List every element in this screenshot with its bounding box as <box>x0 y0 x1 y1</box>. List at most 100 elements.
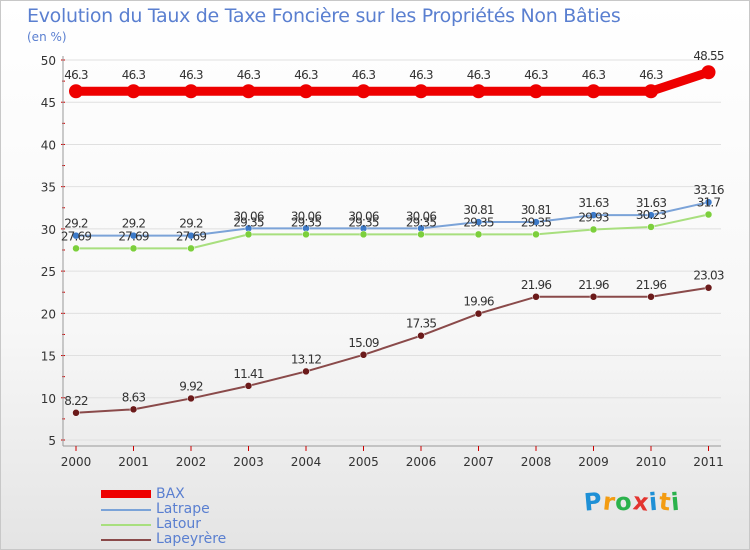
data-label: 11.41 <box>233 367 264 381</box>
data-label: 31.63 <box>636 196 667 210</box>
x-tick-label: 2006 <box>406 455 437 469</box>
data-label: 31.63 <box>578 196 609 210</box>
data-point <box>647 293 655 301</box>
x-tick-label: 2004 <box>291 455 322 469</box>
data-label: 29.35 <box>463 215 494 229</box>
y-tick-label: 25 <box>41 265 56 279</box>
data-point <box>701 65 716 80</box>
data-label: 30.06 <box>406 209 437 223</box>
data-label: 30.81 <box>521 203 552 217</box>
data-point <box>471 84 486 99</box>
data-point <box>417 331 425 340</box>
series-latrape: 29.2 29.2 29.2 30.06 30.06 30.06 30.06 30.81 30.… <box>64 183 725 240</box>
data-point <box>474 230 483 239</box>
x-tick-label: 2008 <box>521 455 552 469</box>
data-label: 29.2 <box>179 217 203 231</box>
data-point <box>241 84 256 99</box>
legend-item: BAX <box>101 486 281 502</box>
data-label: 17.35 <box>406 317 437 331</box>
logo-letter: P <box>582 487 604 517</box>
grid-lines <box>63 59 721 441</box>
data-point <box>586 84 601 99</box>
series-line <box>75 201 710 237</box>
x-tick-label: 2009 <box>578 455 609 469</box>
data-label: 29.35 <box>348 215 379 229</box>
data-point <box>417 230 425 239</box>
data-point <box>356 84 371 99</box>
data-label: 46.3 <box>64 68 88 82</box>
data-point <box>187 244 195 253</box>
series-latour: 27.69 27.69 27.69 29.35 29.35 29.35 29.35 29.35… <box>61 196 721 253</box>
data-point <box>532 218 540 226</box>
series-bax: 46.3 46.3 46.3 46.3 46.3 46.3 46.3 46.3 46.3 46.3… <box>64 49 725 99</box>
data-label: 13.12 <box>291 352 322 366</box>
y-tick-label: 15 <box>41 350 56 364</box>
data-point <box>129 405 138 414</box>
legend-swatch <box>101 524 151 526</box>
data-point <box>589 211 598 219</box>
data-label: 46.3 <box>409 68 433 82</box>
x-tick-label: 2007 <box>463 455 494 469</box>
legend-item: Lapeyrère <box>101 531 281 547</box>
x-tick-label: 2003 <box>233 455 264 469</box>
data-point <box>529 84 543 99</box>
data-label: 46.3 <box>639 68 663 82</box>
y-tick-label: 20 <box>41 307 56 321</box>
y-tick-label: 50 <box>41 54 56 68</box>
data-label: 27.69 <box>118 229 149 243</box>
data-point <box>244 230 253 239</box>
proxiti-logo: Proxiti <box>582 487 682 517</box>
data-label: 21.96 <box>578 278 609 292</box>
data-point <box>72 231 80 240</box>
legend-swatch <box>101 490 151 498</box>
y-tick-label: 40 <box>41 138 56 152</box>
y-tick-label: 35 <box>41 181 56 195</box>
data-label: 29.35 <box>291 215 322 229</box>
data-point <box>644 84 658 99</box>
x-tick-label: 2002 <box>176 455 207 469</box>
series-lapeyrère: 8.22 8.63 9.92 11.41 13.12 15.09 17.35 19.96 21.… <box>64 269 725 417</box>
legend-label: BAX <box>156 486 185 502</box>
data-label: 46.3 <box>294 68 318 82</box>
data-label: 46.3 <box>237 68 261 82</box>
data-label: 8.63 <box>122 390 146 404</box>
data-label: 29.35 <box>233 215 264 229</box>
x-tick-label: 2005 <box>348 455 379 469</box>
data-point <box>69 84 83 99</box>
series-line <box>75 213 710 250</box>
data-point <box>532 293 540 301</box>
data-label: 30.23 <box>636 208 667 222</box>
data-point <box>359 230 368 239</box>
data-point <box>647 223 655 231</box>
data-point <box>589 225 598 234</box>
data-point <box>72 244 80 253</box>
data-label: 15.09 <box>348 336 379 350</box>
data-point <box>129 244 138 253</box>
data-point <box>302 367 310 376</box>
series-line <box>75 286 710 414</box>
data-point <box>532 230 540 239</box>
y-tick-label: 30 <box>41 223 56 237</box>
data-point <box>704 198 713 206</box>
legend-label: Latour <box>156 516 202 532</box>
data-label: 8.22 <box>64 394 88 408</box>
legend: BAX Latrape Latour Lapeyrère <box>101 486 281 547</box>
data-label: 19.96 <box>463 295 494 309</box>
legend-label: Lapeyrère <box>156 531 227 547</box>
data-label: 46.3 <box>582 68 606 82</box>
data-point <box>244 382 253 390</box>
data-label: 46.3 <box>524 68 548 82</box>
data-label: 21.96 <box>521 278 552 292</box>
data-label: 46.3 <box>122 68 146 82</box>
x-tick-label: 2011 <box>693 455 724 469</box>
data-point <box>704 283 713 292</box>
data-point <box>302 230 310 239</box>
legend-swatch <box>101 509 151 511</box>
data-point <box>184 84 198 99</box>
data-label: 46.3 <box>179 68 203 82</box>
data-label: 9.92 <box>179 379 203 393</box>
legend-swatch <box>101 539 151 541</box>
legend-item: Latour <box>101 516 281 532</box>
